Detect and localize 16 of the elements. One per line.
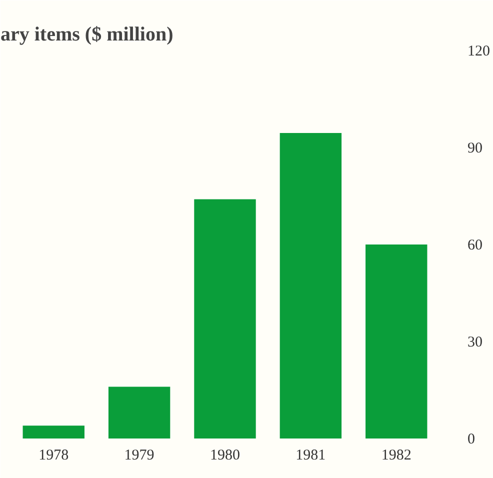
x-tick-label: 1979 bbox=[124, 448, 154, 464]
y-tick-label: 90 bbox=[468, 140, 482, 156]
x-tick-label: 1978 bbox=[38, 448, 69, 464]
bar bbox=[194, 199, 256, 438]
x-tick-label: 1981 bbox=[296, 448, 326, 464]
x-tick-label: 1982 bbox=[381, 448, 412, 464]
bar bbox=[22, 426, 84, 438]
y-tick-label: 0 bbox=[468, 432, 475, 448]
bar bbox=[280, 132, 342, 438]
y-tick-label: 30 bbox=[468, 334, 482, 350]
bar bbox=[108, 386, 170, 438]
bar bbox=[366, 244, 428, 438]
y-tick-label: 120 bbox=[468, 44, 490, 60]
chart-title: ary items ($ million) bbox=[0, 24, 174, 46]
x-tick-label: 1980 bbox=[210, 448, 240, 464]
y-tick-label: 60 bbox=[468, 238, 482, 254]
